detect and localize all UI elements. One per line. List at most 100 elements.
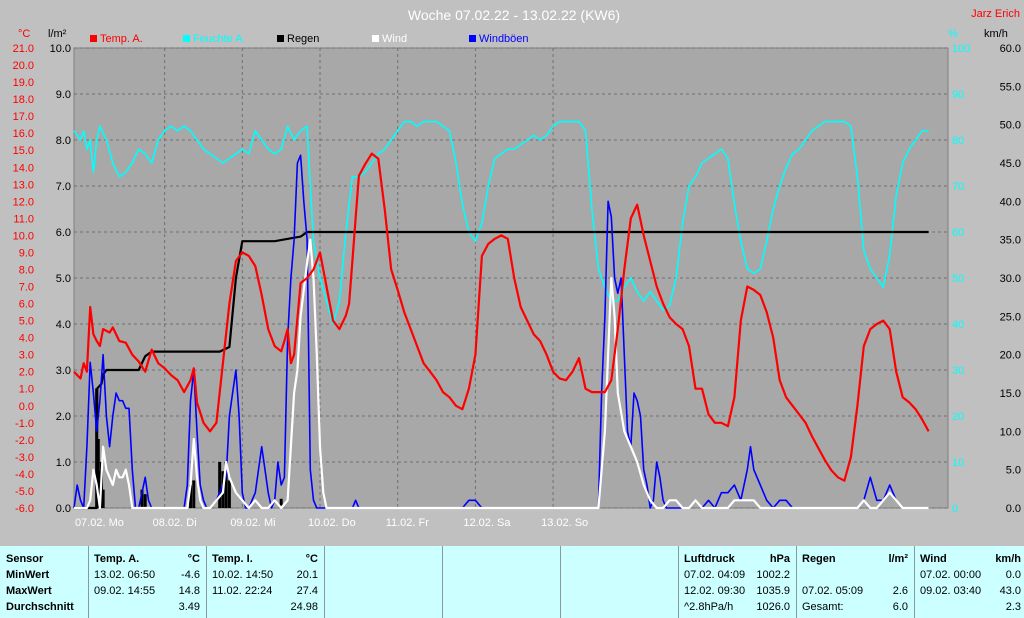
day-tick-label: 07.02. Mo [75,517,124,529]
stats-wind-panel: Wind km/h 07.02. 00:00 0.0 09.02. 03:40 … [914,546,1024,618]
legend-label-wind: Wind [382,33,407,45]
legend-label-temp: Temp. A. [100,33,143,45]
rain-tick-label: 8.0 [56,135,71,147]
rain-bar [101,489,105,508]
luftdruck-min-date: 07.02. 04:09 [684,569,746,581]
series-line-wind [74,238,929,510]
temp-a-avg: 3.49 [178,601,200,613]
temp-i-avg: 24.98 [290,601,318,613]
temp-i-min-date: 10.02. 14:50 [212,569,274,581]
temp-tick-label: 15.0 [13,145,34,157]
rain-tick-label: 1.0 [56,457,71,469]
temp-tick-label: 10.0 [13,230,34,242]
temp-tick-label: 13.0 [13,179,34,191]
temp-i-max: 27.4 [296,585,318,597]
temp-unit-label: °C [18,28,30,40]
stats-header-minwert: MinWert [6,569,50,581]
temp-tick-label: 0.0 [19,401,34,413]
stats-luftdruck-panel: Luftdruck hPa 07.02. 04:09 1002.2 12.02.… [678,546,796,618]
legend-swatch-humidity [183,35,190,42]
temp-tick-label: 11.0 [13,213,34,225]
wind-tick-label: 35.0 [1000,235,1021,247]
legend: Temp. A. Feuchte A. Regen Wind Windböen [90,33,529,45]
series-line-temp-a- [73,152,930,482]
temp-a-min: -4.6 [181,569,200,581]
rain-tick-label: 5.0 [56,273,71,285]
day-tick-label: 09.02. Mi [230,517,275,529]
temp-tick-label: 16.0 [13,128,34,140]
humidity-tick-label: 60 [952,227,964,239]
day-tick-label: 13.02. So [541,517,588,529]
temp-a-min-date: 13.02. 06:50 [94,569,156,581]
humidity-tick-label: 80 [952,135,964,147]
legend-label-rain: Regen [287,33,319,45]
wind-avg: 2.3 [1005,601,1021,613]
rain-tick-label: 0.0 [56,503,71,515]
stats-regen-panel: Regen l/m² 07.02. 05:09 2.6 Gesamt: 6.0 [796,546,914,618]
stats-empty-panel-3 [560,546,678,618]
wind-tick-label: 10.0 [1000,426,1021,438]
temp-i-title: Temp. I. [212,553,253,565]
temp-tick-label: 17.0 [13,111,34,123]
temp-tick-label: 7.0 [19,282,34,294]
temp-a-max: 14.8 [178,585,200,597]
humidity-tick-label: 0 [952,503,958,515]
rain-tick-label: 3.0 [56,365,71,377]
legend-swatch-rain [277,35,284,42]
rain-bar [227,480,231,508]
temp-tick-label: -6.0 [15,503,34,515]
temp-tick-label: 9.0 [19,247,34,259]
wind-tick-label: 60.0 [1000,43,1021,55]
rain-tick-label: 9.0 [56,89,71,101]
legend-label-gusts: Windböen [479,33,529,45]
humidity-unit-label: % [948,28,958,40]
temp-tick-label: 5.0 [19,316,34,328]
rain-tick-label: 6.0 [56,227,71,239]
day-tick-label: 12.02. Sa [463,517,511,529]
wind-tick-label: 20.0 [1000,350,1021,362]
stats-empty-panel-1 [324,546,442,618]
humidity-tick-label: 30 [952,365,964,377]
stats-temp-i-panel: Temp. I. °C 10.02. 14:50 20.1 11.02. 22:… [206,546,324,618]
day-tick-label: 11.02. Fr [386,517,430,529]
legend-label-humidity: Feuchte A. [193,33,246,45]
temp-i-unit: °C [305,553,318,565]
chart-axes: 21.0 20.0 19.0 18.0 17.0 16.0 15.0 14.0 13.0 12.0… [13,43,1021,529]
temp-tick-label: 19.0 [13,77,34,89]
stats-empty-panel-2 [442,546,560,618]
rain-tick-label: 10.0 [50,43,71,55]
rain-tick-label: 2.0 [56,411,71,423]
wind-title: Wind [920,553,947,565]
temp-tick-label: 12.0 [13,196,34,208]
luftdruck-title: Luftdruck [684,553,735,565]
rain-bar [96,439,100,508]
temp-tick-label: 14.0 [13,162,34,174]
rain-tick-label: 7.0 [56,181,71,193]
regen-unit: l/m² [888,553,908,565]
temp-a-unit: °C [187,553,200,565]
luftdruck-current: 1026.0 [756,601,790,613]
luftdruck-min: 1002.2 [756,569,790,581]
chart-title: Woche 07.02.22 - 13.02.22 (KW6) [408,7,620,23]
temp-tick-label: 8.0 [19,264,34,276]
day-tick-label: 10.02. Do [308,517,356,529]
temp-i-max-date: 11.02. 22:24 [212,585,273,597]
weather-chart: 21.0 20.0 19.0 18.0 17.0 16.0 15.0 14.0 13.0 12.0… [12,7,1021,529]
luftdruck-max-date: 12.02. 09:30 [684,585,746,597]
legend-swatch-wind [372,35,379,42]
humidity-tick-label: 10 [952,457,964,469]
temp-tick-label: 1.0 [19,384,34,396]
rain-bar [218,462,222,508]
temp-tick-label: 18.0 [13,94,34,106]
temp-tick-label: -2.0 [15,435,34,447]
series-line-feuchte-a- [73,120,929,325]
temp-tick-label: -5.0 [15,486,34,498]
chart-grid [73,47,949,509]
temp-a-max-date: 09.02. 14:55 [94,585,156,597]
regen-total-label: Gesamt: [802,601,844,613]
regen-title: Regen [802,553,836,565]
temp-tick-label: 21.0 [13,43,34,55]
rain-bar [192,480,196,508]
wind-tick-label: 15.0 [1000,388,1021,400]
temp-tick-label: -3.0 [15,452,34,464]
